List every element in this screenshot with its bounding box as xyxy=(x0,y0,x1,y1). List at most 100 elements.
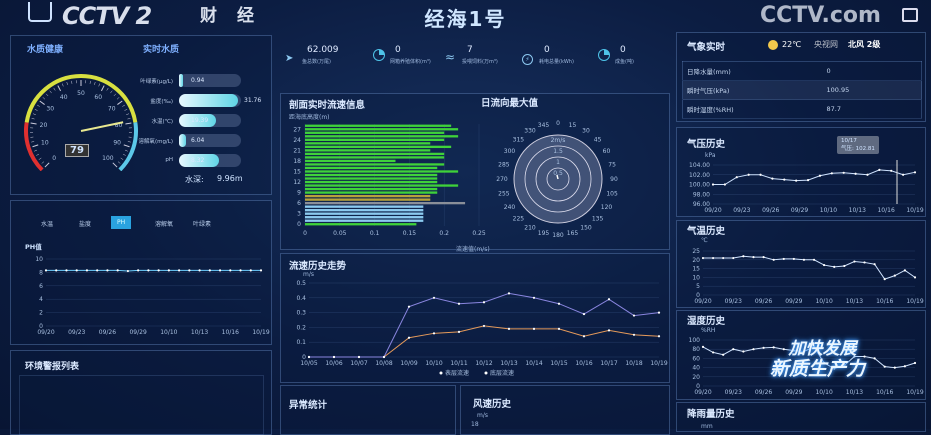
param-value: 8.32 xyxy=(191,157,204,164)
x-tick-label: 0.1 xyxy=(370,230,380,237)
data-point xyxy=(748,174,750,176)
data-point xyxy=(742,350,744,352)
temp-title: 气温历史 xyxy=(687,223,725,237)
y-tick-label: 100 xyxy=(689,337,701,344)
x-tick-label: 0.2 xyxy=(439,230,449,237)
data-point xyxy=(771,178,773,180)
data-point xyxy=(137,269,139,271)
series-line-0 xyxy=(46,270,261,271)
pie-icon xyxy=(373,46,385,65)
rose-angle-label: 285 xyxy=(498,162,510,169)
data-point xyxy=(308,356,310,358)
data-point xyxy=(807,179,809,181)
cctv2-sub: 财经 xyxy=(200,6,274,26)
x-tick-label: 10/09 xyxy=(400,360,417,367)
rose-ring-label: 2m/s xyxy=(551,137,566,144)
series-line-0 xyxy=(309,326,659,357)
fullscreen-icon[interactable] xyxy=(902,8,918,22)
data-point xyxy=(583,313,585,315)
data-point xyxy=(433,332,435,334)
profile-bar xyxy=(305,132,444,134)
gauge-tick xyxy=(99,84,100,87)
gauge-tick-label: 40 xyxy=(60,94,68,101)
y-tick-label: 0.5 xyxy=(296,280,306,287)
humidity-title: 湿度历史 xyxy=(687,313,725,327)
data-point xyxy=(878,169,880,171)
data-point xyxy=(732,348,734,350)
tab-2[interactable]: PH xyxy=(111,216,131,229)
data-point xyxy=(894,275,896,277)
gauge-tick xyxy=(117,97,119,99)
wind-title: 风速历史 xyxy=(473,396,511,410)
x-tick-label: 09/29 xyxy=(785,298,802,305)
data-point xyxy=(106,269,108,271)
rose-angle-label: 120 xyxy=(601,204,613,211)
weather-row: 瞬时气压(kPa)100.95 xyxy=(683,81,922,100)
x-tick-label: 10/19 xyxy=(252,329,269,336)
tab-1[interactable]: 盐度 xyxy=(73,216,97,231)
y-tick-label: 20 xyxy=(692,257,700,264)
gauge-tick xyxy=(58,86,61,91)
data-point xyxy=(904,269,906,271)
data-point xyxy=(219,269,221,271)
data-point xyxy=(583,335,585,337)
alarm-panel: 环境警报列表 xyxy=(10,350,272,435)
param-bar-fill xyxy=(179,94,238,107)
tab-4[interactable]: 叶绿素 xyxy=(187,216,217,231)
x-tick-label: 10/12 xyxy=(475,360,492,367)
rose-ring-label: 1 xyxy=(556,159,560,166)
gauge-tick xyxy=(125,150,128,151)
param-value: 19.39 xyxy=(191,117,208,124)
data-point xyxy=(894,367,896,369)
y-tick-label: 12 xyxy=(293,179,301,186)
gauge-tick xyxy=(113,163,117,167)
legend-label: 底层流速 xyxy=(490,369,514,377)
profile-bar xyxy=(305,177,437,179)
temp-ylabel: ℃ xyxy=(701,237,708,244)
data-point xyxy=(508,292,510,294)
tab-0[interactable]: 水温 xyxy=(35,216,59,231)
gauge-tick xyxy=(127,118,130,119)
profile-bar xyxy=(305,213,423,215)
data-point xyxy=(783,258,785,260)
gauge-tick-label: 50 xyxy=(77,90,85,97)
tab-3[interactable]: 溶解氧 xyxy=(149,216,179,231)
weather-temp: 22℃ xyxy=(782,40,801,50)
x-tick-label: 10/10 xyxy=(820,207,837,214)
gauge-tick xyxy=(128,141,131,142)
profile-xlabel: 流速值(m/s) xyxy=(456,244,490,253)
rose-angle-label: 15 xyxy=(569,122,577,129)
rose-angle-label: 30 xyxy=(582,128,590,135)
gauge-tick-label: 60 xyxy=(94,94,102,101)
rose-angle-label: 270 xyxy=(496,176,508,183)
x-tick-label: 09/23 xyxy=(725,389,742,396)
pressure-ylabel: kPa xyxy=(705,152,716,159)
param-label: 溶解氧(mg/L) xyxy=(138,137,173,145)
data-point xyxy=(914,171,916,173)
profile-title: 剖面实时流速信息 xyxy=(289,97,365,111)
x-tick-label: 10/14 xyxy=(525,360,542,367)
data-point xyxy=(874,263,876,265)
gauge-tick xyxy=(46,94,48,96)
gauge-tick-label: 90 xyxy=(113,140,121,147)
data-point xyxy=(752,256,754,258)
x-tick-label: 10/13 xyxy=(500,360,517,367)
gauge-tick xyxy=(50,91,52,93)
rose-angle-label: 300 xyxy=(504,148,516,155)
profile-bar xyxy=(305,195,430,197)
data-point xyxy=(854,173,856,175)
data-point xyxy=(712,183,714,185)
anomaly-title: 异常统计 xyxy=(289,397,327,411)
stat-value: 0 xyxy=(620,45,626,55)
gauge-tick xyxy=(45,163,49,167)
data-point xyxy=(783,179,785,181)
legend-marker xyxy=(440,372,443,375)
gauge-tick xyxy=(126,114,129,115)
data-point xyxy=(533,328,535,330)
rose-angle-label: 240 xyxy=(504,204,516,211)
data-point xyxy=(508,328,510,330)
gauge-tick xyxy=(118,162,120,164)
